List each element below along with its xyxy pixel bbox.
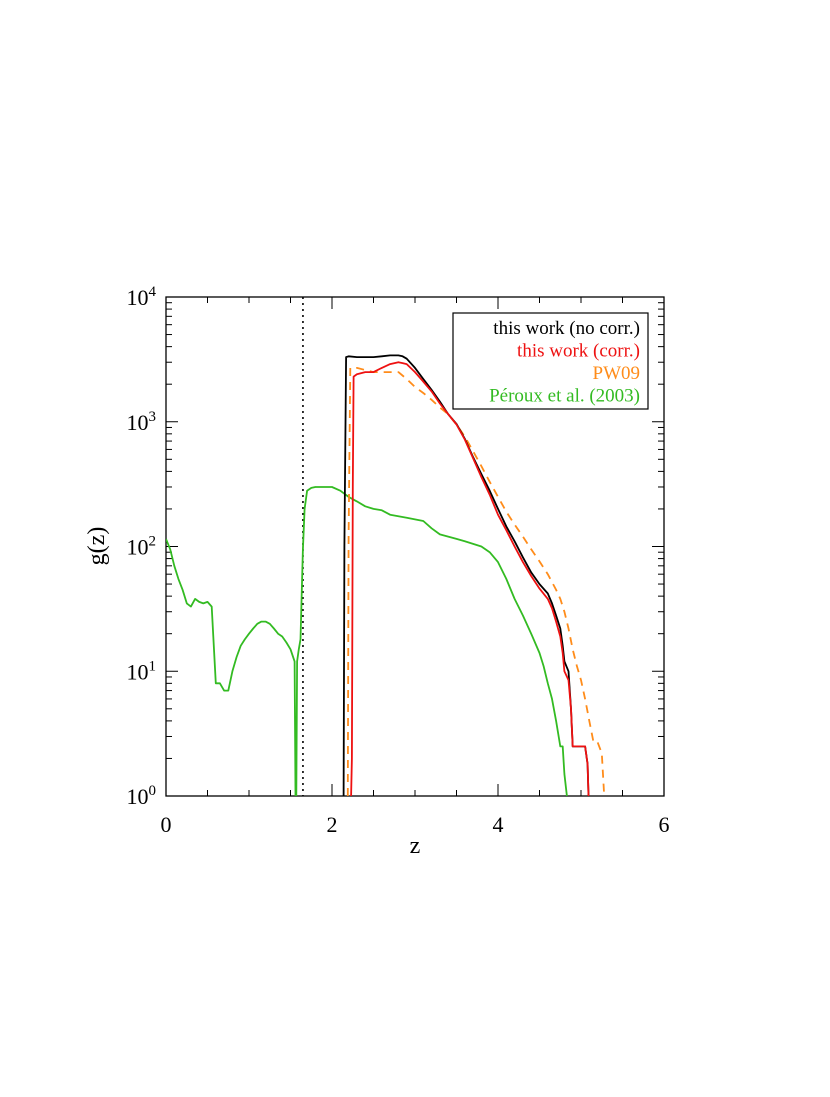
legend-entry-1: this work (corr.) bbox=[517, 341, 640, 362]
series-line-2 bbox=[346, 366, 606, 796]
legend-box bbox=[452, 312, 649, 410]
series-layer bbox=[166, 297, 606, 796]
axes-ticks bbox=[165, 297, 665, 797]
y-axis-title: g(z) bbox=[84, 527, 110, 566]
x-tick-label: 2 bbox=[327, 812, 338, 837]
x-tick-label: 0 bbox=[161, 812, 172, 837]
y-tick-label: 100 bbox=[127, 783, 157, 809]
series-line-0 bbox=[342, 354, 590, 796]
x-tick-label: 6 bbox=[659, 812, 670, 837]
legend: this work (no corr.)this work (corr.)PW0… bbox=[452, 312, 649, 410]
series-line-1 bbox=[350, 361, 590, 796]
legend-entry-3: Péroux et al. (2003) bbox=[489, 386, 640, 407]
tick-labels: 0 2 4 6 100 101 102 103 104 bbox=[127, 284, 670, 837]
legend-entry-2: PW09 bbox=[593, 363, 641, 384]
y-tick-label: 101 bbox=[127, 658, 157, 684]
x-tick-label: 4 bbox=[493, 812, 504, 837]
y-tick-label: 103 bbox=[127, 409, 157, 435]
series-line-3 bbox=[166, 486, 568, 796]
y-tick-label: 102 bbox=[127, 534, 157, 560]
legend-entry-0: this work (no corr.) bbox=[493, 318, 640, 339]
y-tick-label: 104 bbox=[127, 284, 157, 310]
x-axis-title: z bbox=[410, 833, 421, 859]
legend-entries: this work (no corr.)this work (corr.)PW0… bbox=[489, 318, 640, 407]
